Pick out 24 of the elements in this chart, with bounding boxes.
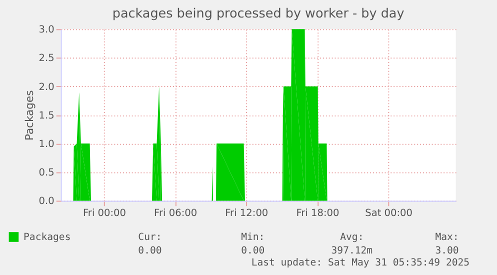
y-tick-label: 1.5 — [38, 110, 54, 122]
text: 0.00 — [241, 246, 265, 257]
y-tick-label: 1.0 — [38, 138, 54, 150]
x-tick-label: Fri 18:00 — [296, 208, 340, 219]
chart-title: packages being processed by worker - by day — [112, 6, 405, 22]
y-tick-label: 3.0 — [38, 24, 54, 36]
y-tick-label: 0.0 — [38, 196, 54, 208]
text: Avg: — [340, 232, 364, 243]
text: Min: — [241, 232, 265, 243]
x-tick-label: Fri 00:00 — [82, 208, 126, 219]
x-tick-label: Fri 06:00 — [154, 208, 198, 219]
text: Last update: Sat May 31 05:35:49 2025 — [251, 257, 470, 268]
x-tick-label: Sat 00:00 — [365, 208, 413, 219]
y-tick-label: 2.5 — [38, 53, 54, 64]
text: Max: — [435, 232, 459, 243]
text: 3.00 — [435, 246, 459, 257]
text: 0.00 — [138, 246, 162, 257]
x-tick-label: Fri 12:00 — [225, 208, 268, 219]
text: 397.12m — [331, 246, 373, 257]
y-tick-label: 2.0 — [38, 82, 54, 93]
y-tick-label: 0.5 — [38, 168, 54, 179]
text: Cur: — [138, 232, 162, 243]
y-axis-title: Packages — [22, 90, 36, 141]
legend-label: Packages — [24, 232, 71, 243]
